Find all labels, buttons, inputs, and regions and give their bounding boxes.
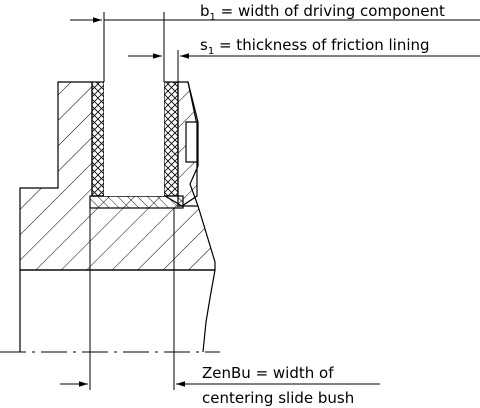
pressure-plate [177,81,199,207]
label-s1: s1 = thickness of friction lining [200,36,430,57]
label-b1: b1 = width of driving component [200,2,445,23]
label-zenbu-line1: ZenBu = width of [202,364,334,382]
driving-component-gap [104,82,164,196]
dimension-b1 [70,12,480,82]
dimension-zenbu [60,208,380,390]
friction-lining-left [91,81,105,197]
slide-bush [89,195,184,209]
friction-lining-right [163,81,179,197]
dimension-s1 [128,50,480,82]
shaft-outline [19,269,216,353]
label-zenbu-line2: centering slide bush [202,389,354,407]
